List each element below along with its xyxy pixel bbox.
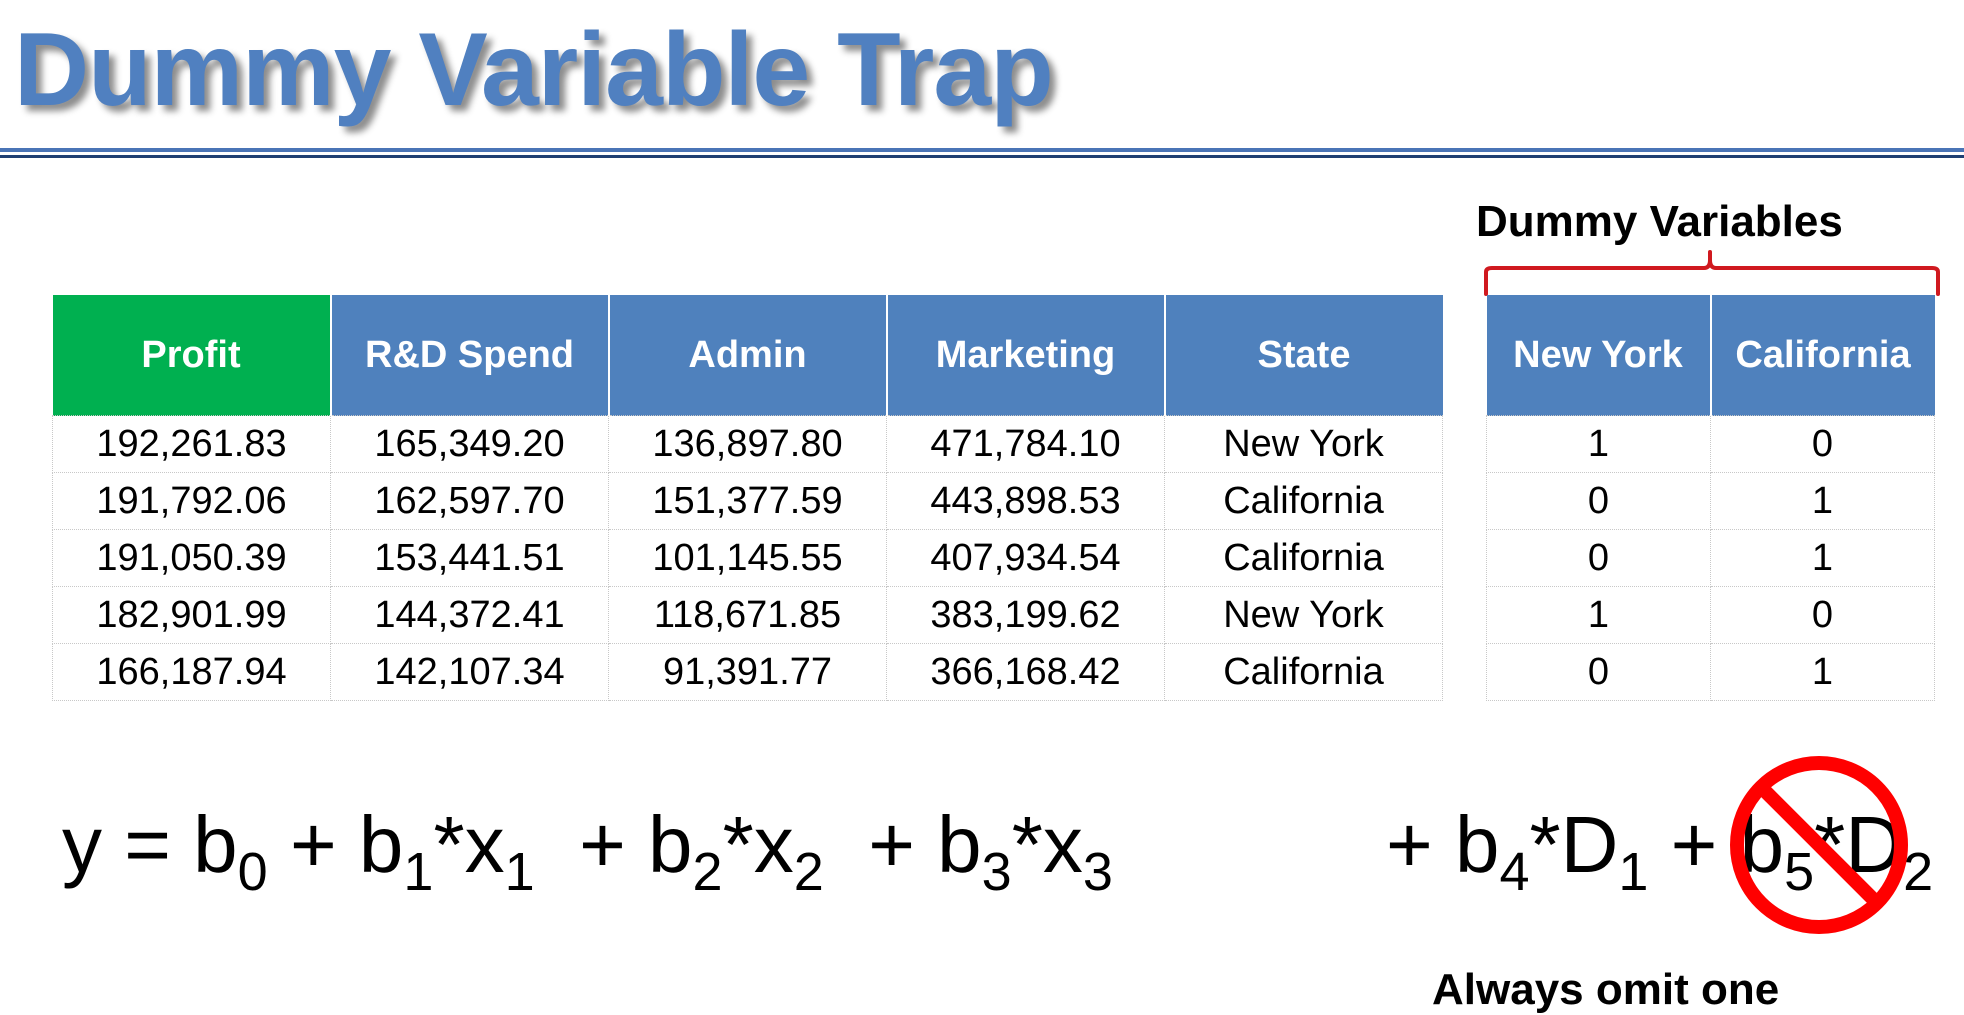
table-header-cell: Admin bbox=[607, 295, 887, 416]
table-cell: 162,597.70 bbox=[330, 472, 609, 530]
table-cell: 165,349.20 bbox=[330, 415, 609, 473]
table-header-cell: State bbox=[1163, 295, 1443, 416]
dummy-header-cell: New York bbox=[1486, 295, 1711, 416]
equation-subscript: 3 bbox=[1082, 842, 1113, 902]
table-row: 191,792.06 162,597.70 151,377.59 443,898.53… bbox=[52, 472, 1443, 530]
page-title: Dummy Variable Trap bbox=[14, 12, 1054, 128]
equation-subscript: 3 bbox=[981, 842, 1012, 902]
table-cell: California bbox=[1164, 529, 1443, 587]
table-cell: 101,145.55 bbox=[608, 529, 887, 587]
table-cell: 91,391.77 bbox=[608, 643, 887, 701]
dummy-cell: 0 bbox=[1486, 472, 1711, 530]
dummy-header-cell: California bbox=[1709, 295, 1935, 416]
table-row: 191,050.39 153,441.51 101,145.55 407,934.54… bbox=[52, 529, 1443, 587]
table-header-row: Profit R&D Spend Admin Marketing State bbox=[52, 295, 1443, 416]
table-cell: 144,372.41 bbox=[330, 586, 609, 644]
table-cell: 153,441.51 bbox=[330, 529, 609, 587]
table-cell: California bbox=[1164, 472, 1443, 530]
dataset-table: Profit R&D Spend Admin Marketing State 192,2… bbox=[52, 295, 1443, 701]
table-cell: 118,671.85 bbox=[608, 586, 887, 644]
dummy-cell: 1 bbox=[1710, 529, 1935, 587]
table-header-cell: Marketing bbox=[885, 295, 1165, 416]
table-cell: 443,898.53 bbox=[886, 472, 1165, 530]
table-cell: New York bbox=[1164, 415, 1443, 473]
dummy-cell: 1 bbox=[1486, 586, 1711, 644]
title-divider-dark bbox=[0, 155, 1964, 158]
equation-subscript: 1 bbox=[403, 842, 434, 902]
table-cell: 182,901.99 bbox=[52, 586, 331, 644]
equation-term: + b bbox=[534, 800, 693, 889]
bracket-icon bbox=[1484, 250, 1940, 296]
table-cell: 136,897.80 bbox=[608, 415, 887, 473]
equation-subscript: 0 bbox=[237, 842, 268, 902]
table-cell: 191,050.39 bbox=[52, 529, 331, 587]
dummy-cell: 0 bbox=[1710, 586, 1935, 644]
table-cell: 142,107.34 bbox=[330, 643, 609, 701]
dummy-cell: 1 bbox=[1710, 472, 1935, 530]
title-divider bbox=[0, 148, 1964, 152]
equation-term: *D bbox=[1529, 800, 1619, 889]
dummy-header-row: New York California bbox=[1486, 295, 1935, 416]
equation-subscript: 2 bbox=[793, 842, 824, 902]
no-sign-icon bbox=[1730, 756, 1908, 934]
table-cell: 192,261.83 bbox=[52, 415, 331, 473]
dummy-variables-label: Dummy Variables bbox=[1476, 197, 1843, 246]
equation-term: + b bbox=[823, 800, 982, 889]
table-row: 192,261.83 165,349.20 136,897.80 471,784.10… bbox=[52, 415, 1443, 473]
table-header-cell: R&D Spend bbox=[329, 295, 609, 416]
equation-term: + b bbox=[1386, 800, 1500, 889]
equation-subscript: 4 bbox=[1499, 842, 1530, 902]
table-cell: California bbox=[1164, 643, 1443, 701]
equation-subscript: 2 bbox=[692, 842, 723, 902]
table-cell: 407,934.54 bbox=[886, 529, 1165, 587]
equation-subscript: 1 bbox=[504, 842, 535, 902]
dummy-cell: 0 bbox=[1710, 415, 1935, 473]
dummy-cell: 1 bbox=[1710, 643, 1935, 701]
table-cell: 166,187.94 bbox=[52, 643, 331, 701]
equation-term: *D bbox=[1814, 800, 1904, 889]
table-cell: New York bbox=[1164, 586, 1443, 644]
regression-equation: y = b0 + b1*x1 + b2*x2 + b3*x3 bbox=[62, 805, 1113, 902]
table-cell: 471,784.10 bbox=[886, 415, 1165, 473]
footnote-text: Always omit one bbox=[1432, 965, 1780, 1014]
table-cell: 151,377.59 bbox=[608, 472, 887, 530]
equation-term: y = b bbox=[62, 800, 238, 889]
equation-term: *x bbox=[433, 800, 505, 889]
equation-term: *x bbox=[1011, 800, 1083, 889]
equation-subscript: 5 bbox=[1784, 842, 1815, 902]
table-cell: 191,792.06 bbox=[52, 472, 331, 530]
table-cell: 383,199.62 bbox=[886, 586, 1165, 644]
equation-term: + b bbox=[267, 800, 404, 889]
table-row: 182,901.99 144,372.41 118,671.85 383,199.62… bbox=[52, 586, 1443, 644]
equation-subscript: 2 bbox=[1903, 842, 1934, 902]
dummy-terms-equation: + b4*D1 + b5*D2 bbox=[1386, 805, 1934, 902]
equation-term: *x bbox=[722, 800, 794, 889]
dummy-cell: 0 bbox=[1486, 643, 1711, 701]
dummy-cell: 1 bbox=[1486, 415, 1711, 473]
table-cell: 366,168.42 bbox=[886, 643, 1165, 701]
table-row: 166,187.94 142,107.34 91,391.77 366,168.42 C… bbox=[52, 643, 1443, 701]
equation-subscript: 1 bbox=[1618, 842, 1649, 902]
dummy-cell: 0 bbox=[1486, 529, 1711, 587]
table-header-cell: Profit bbox=[52, 295, 331, 416]
